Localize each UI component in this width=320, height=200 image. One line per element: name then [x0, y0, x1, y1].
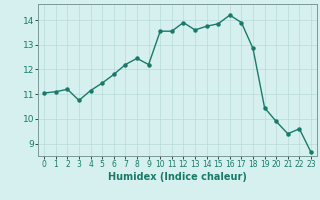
X-axis label: Humidex (Indice chaleur): Humidex (Indice chaleur) [108, 172, 247, 182]
